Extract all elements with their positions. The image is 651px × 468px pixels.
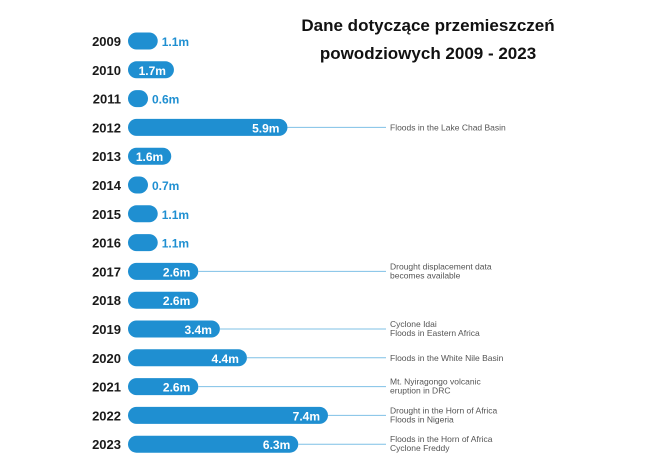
year-label: 2020 xyxy=(92,351,121,366)
bar xyxy=(128,234,158,252)
year-label: 2010 xyxy=(92,63,121,78)
annotation-text: eruption in DRC xyxy=(390,386,450,396)
value-label: 0.6m xyxy=(152,93,179,107)
chart-title-line-1: Dane dotyczące przemieszczeń xyxy=(301,16,555,35)
value-label: 2.6m xyxy=(163,265,190,279)
value-label: 1.7m xyxy=(139,64,166,78)
bar xyxy=(128,435,299,453)
bar xyxy=(128,291,199,309)
bar xyxy=(128,349,247,367)
year-label: 2009 xyxy=(92,34,121,49)
year-label: 2018 xyxy=(92,293,121,308)
bar xyxy=(128,32,158,50)
annotation-text: Mt. Nyiragongo volcanic xyxy=(390,377,481,387)
annotation-text: Cyclone Idai xyxy=(390,319,437,329)
year-label: 2017 xyxy=(92,264,121,279)
value-label: 6.3m xyxy=(263,438,290,452)
bar xyxy=(128,61,174,79)
bar xyxy=(128,262,199,280)
year-label: 2013 xyxy=(92,149,121,164)
annotation-text: Drought displacement data xyxy=(390,261,492,271)
value-label: 2.6m xyxy=(163,294,190,308)
value-label: 1.1m xyxy=(162,208,189,222)
bar xyxy=(128,406,328,424)
year-label: 2022 xyxy=(92,408,121,423)
year-label: 2012 xyxy=(92,120,121,135)
annotation-text: Floods in Nigeria xyxy=(390,414,454,424)
annotation-text: Floods in Eastern Africa xyxy=(390,328,480,338)
value-label: 3.4m xyxy=(185,323,212,337)
annotation-text: Floods in the White Nile Basin xyxy=(390,353,504,363)
bar xyxy=(128,90,148,108)
annotation-text: Drought in the Horn of Africa xyxy=(390,405,498,415)
value-label: 1.6m xyxy=(136,150,163,164)
year-label: 2019 xyxy=(92,322,121,337)
value-label: 4.4m xyxy=(212,352,239,366)
value-label: 1.1m xyxy=(162,237,189,251)
bar xyxy=(128,205,158,223)
bar xyxy=(128,147,172,165)
annotation-text: Floods in the Horn of Africa xyxy=(390,434,493,444)
year-label: 2015 xyxy=(92,207,121,222)
year-label: 2023 xyxy=(92,437,121,452)
value-label: 0.7m xyxy=(152,179,179,193)
bar xyxy=(128,378,199,396)
value-label: 1.1m xyxy=(162,35,189,49)
bar xyxy=(128,176,148,194)
annotation-text: Cyclone Freddy xyxy=(390,443,450,453)
year-label: 2014 xyxy=(92,178,122,193)
annotation-text: becomes available xyxy=(390,270,461,280)
bar xyxy=(128,320,220,338)
year-label: 2011 xyxy=(93,92,121,107)
year-label: 2016 xyxy=(92,236,121,251)
value-label: 7.4m xyxy=(293,409,320,423)
bar xyxy=(128,118,288,136)
value-label: 2.6m xyxy=(163,381,190,395)
value-label: 5.9m xyxy=(252,121,279,135)
year-label: 2021 xyxy=(92,380,121,395)
chart-title-line-2: powodziowych 2009 - 2023 xyxy=(319,44,537,63)
annotation-text: Floods in the Lake Chad Basin xyxy=(390,122,506,132)
